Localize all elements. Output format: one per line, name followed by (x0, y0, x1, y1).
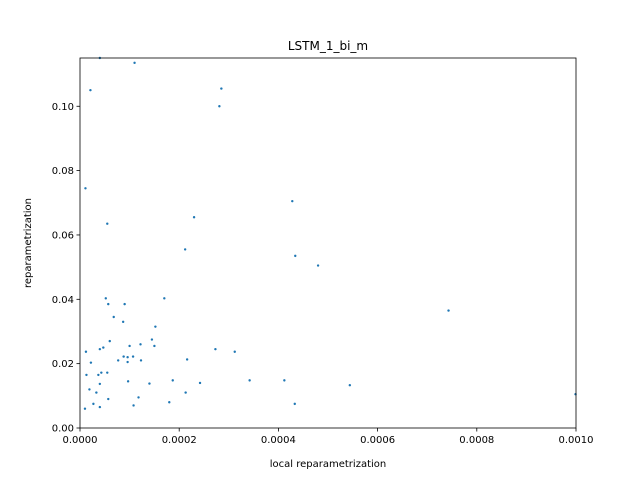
y-axis-label: reparametrization (23, 198, 34, 288)
data-point (89, 88, 92, 92)
data-point (137, 396, 140, 399)
plot-area-frame (79, 57, 577, 429)
data-point (121, 320, 125, 324)
data-point (283, 379, 286, 382)
data-point (85, 373, 88, 377)
data-point (192, 216, 196, 219)
data-point (214, 347, 217, 351)
data-point (98, 347, 102, 351)
data-point (92, 402, 95, 406)
data-point (98, 405, 102, 409)
y-axis-ticks: 0.00 0.02 0.04 0.06 0.08 0.10 (52, 102, 80, 435)
x-tick-label: 0.0008 (459, 435, 494, 446)
data-point (126, 360, 129, 364)
data-point (447, 309, 450, 312)
data-point (168, 401, 171, 404)
data-point (150, 338, 154, 341)
data-point (293, 402, 296, 406)
data-point (348, 384, 352, 387)
x-tick-label: 0.0004 (261, 435, 296, 446)
data-point (291, 199, 294, 203)
data-point (88, 388, 91, 391)
data-point (108, 339, 111, 343)
y-tick-label: 0.06 (52, 230, 74, 241)
data-point (154, 325, 157, 328)
data-point (89, 361, 93, 364)
y-tick-label: 0.08 (52, 166, 74, 177)
data-point (116, 359, 120, 362)
data-point (104, 297, 107, 300)
data-point (84, 187, 87, 190)
data-point (126, 380, 130, 383)
data-point (107, 302, 110, 306)
data-point (153, 344, 156, 348)
data-point (95, 391, 98, 394)
data-point (84, 350, 88, 353)
data-point (148, 382, 151, 385)
data-point (139, 359, 143, 362)
y-tick-label: 0.00 (52, 424, 74, 435)
x-tick-label: 0.0010 (559, 435, 594, 446)
y-tick-label: 0.10 (52, 102, 74, 113)
y-tick-label: 0.04 (52, 295, 74, 306)
x-tick-label: 0.0002 (162, 435, 197, 446)
data-point (183, 248, 187, 251)
data-point (248, 379, 251, 382)
data-point (185, 358, 189, 361)
data-point (122, 355, 125, 358)
chart-title: LSTM_1_bi_m (288, 39, 368, 53)
data-point (102, 346, 105, 349)
data-point (184, 391, 187, 394)
data-point (112, 315, 115, 319)
data-point (133, 61, 136, 65)
data-point (126, 356, 129, 359)
data-point (123, 302, 126, 306)
data-point (294, 254, 297, 258)
data-point (131, 355, 135, 358)
y-tick-label: 0.02 (52, 359, 74, 370)
data-point (139, 343, 142, 346)
data-point (218, 105, 221, 108)
data-point (220, 87, 223, 90)
x-axis-ticks: 0.0000 0.0002 0.0004 0.0006 0.0008 0.0010 (63, 428, 594, 446)
x-tick-label: 0.0006 (360, 435, 395, 446)
data-point (106, 371, 109, 374)
data-point (233, 350, 236, 353)
data-point (171, 379, 174, 382)
data-point (97, 373, 100, 377)
data-point (83, 407, 87, 410)
data-point (163, 297, 166, 300)
data-point (128, 344, 131, 348)
data-point (106, 222, 109, 225)
data-point (132, 404, 135, 407)
data-point (107, 397, 110, 401)
data-point (98, 382, 102, 386)
data-point (100, 371, 103, 374)
data-point (316, 264, 320, 267)
data-point (198, 381, 202, 385)
x-tick-label: 0.0000 (63, 435, 98, 446)
x-axis-label: local reparametrization (270, 459, 386, 470)
